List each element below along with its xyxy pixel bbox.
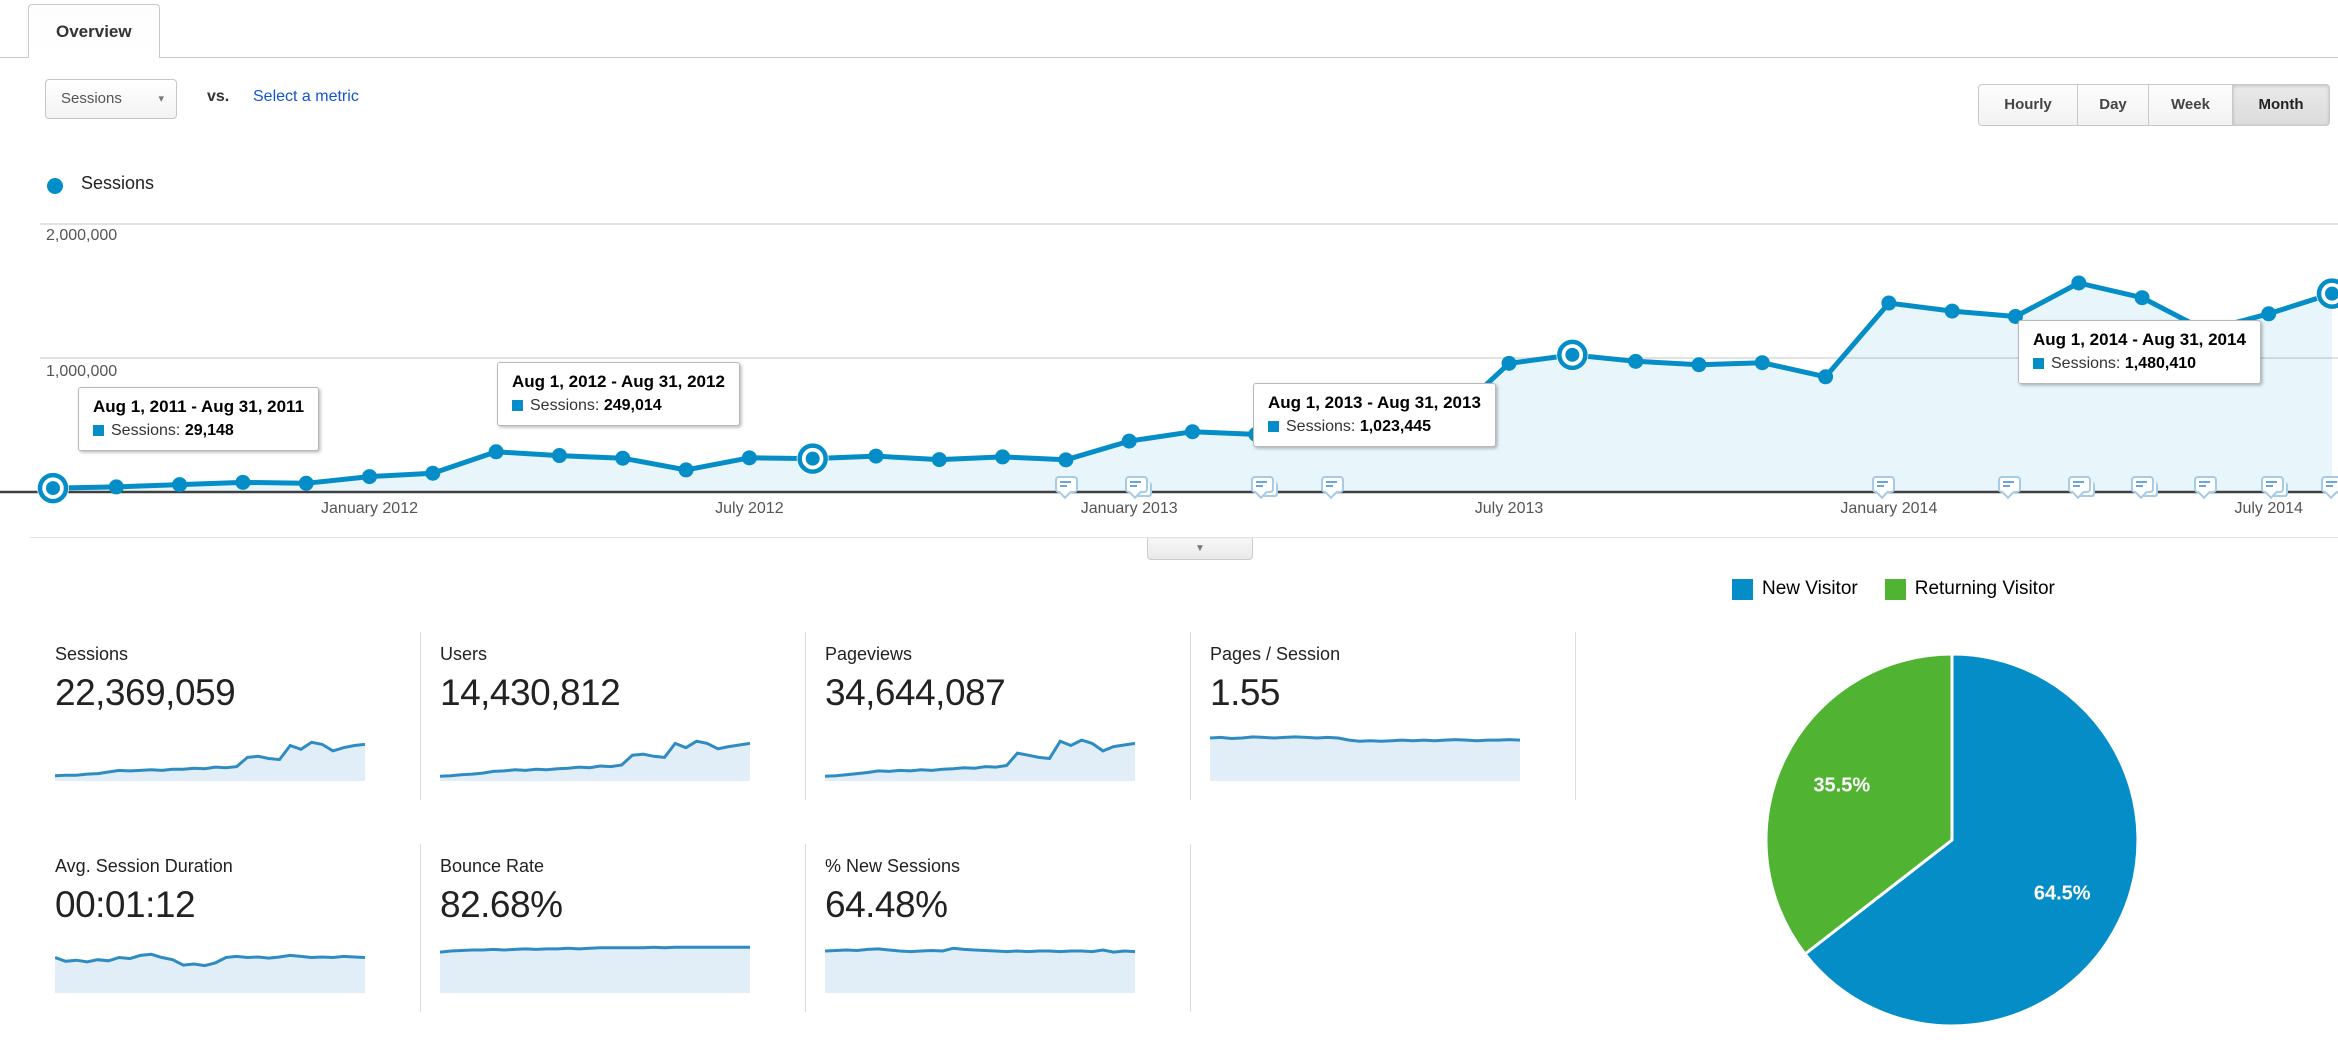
month-button[interactable]: Month [2232, 84, 2330, 126]
metric-selector-label: Sessions [61, 90, 122, 107]
week-button[interactable]: Week [2148, 84, 2233, 126]
chart-bottom-divider [30, 537, 2338, 538]
returning-visitor-swatch-icon [1884, 578, 1906, 600]
x-axis-tick: July 2014 [2234, 500, 2303, 517]
scorecard-title: % New Sessions [825, 856, 961, 876]
scorecard-value: 14,430,812 [440, 672, 621, 713]
hourly-button[interactable]: Hourly [1978, 84, 2078, 126]
scorecard-value: 22,369,059 [55, 672, 236, 713]
annotations-drawer-toggle[interactable]: ▼ [1147, 538, 1253, 560]
scorecard-title: Pageviews [825, 644, 913, 664]
pct-new-sessions-sparkline [825, 946, 1135, 993]
card-divider [805, 632, 806, 800]
annotation-flag-icon[interactable] [2067, 476, 2091, 500]
dropdown-arrow-icon: ▾ [158, 93, 164, 105]
chart-tooltip-aug-2011: Aug 1, 2011 - Aug 31, 2011 Sessions: 29,… [78, 387, 320, 451]
annotation-flag-icon[interactable] [1998, 476, 2022, 500]
scorecard-value: 82.68% [440, 884, 563, 925]
tab-bar-divider [0, 57, 2338, 58]
scorecard-avg-session-duration[interactable]: Avg. Session Duration 00:01:12 [35, 842, 420, 1012]
scorecard-value: 1.55 [1210, 672, 1281, 713]
scorecard-value: 64.48% [825, 884, 948, 925]
scorecard-pct-new-sessions[interactable]: % New Sessions 64.48% [805, 842, 1190, 1012]
annotation-flag-icon[interactable] [1871, 476, 1895, 500]
scorecard-title: Avg. Session Duration [55, 856, 233, 876]
tab-overview[interactable]: Overview [28, 4, 160, 58]
scorecard-pageviews[interactable]: Pageviews 34,644,087 [805, 630, 1190, 800]
scorecard-title: Users [440, 644, 488, 664]
pie-legend: New Visitor Returning Visitor [1732, 578, 2055, 600]
scorecard-pages-per-session[interactable]: Pages / Session 1.55 [1190, 630, 1575, 800]
x-axis-tick: January 2013 [1080, 500, 1178, 517]
x-axis-tick: January 2012 [321, 500, 418, 517]
pie-slice-label-returning-visitor: 35.5% [1813, 774, 1871, 797]
scorecard-value: 34,644,087 [825, 672, 1006, 713]
pie-legend-label: New Visitor [1762, 578, 1858, 599]
annotation-flag-icon[interactable] [2131, 476, 2155, 500]
bounce-rate-sparkline [440, 945, 750, 993]
new-visitor-swatch-icon [1732, 578, 1753, 600]
annotation-flag-icon[interactable] [1320, 476, 1344, 500]
x-axis-tick: January 2014 [1840, 500, 1938, 517]
card-divider [1190, 844, 1191, 1012]
users-sparkline [440, 739, 750, 781]
vs-label: vs. [207, 88, 230, 105]
metric-selector-dropdown[interactable]: Sessions ▾ [45, 79, 177, 119]
pie-slice-label-new-visitor: 64.5% [2033, 882, 2091, 905]
chart-tooltip-aug-2013: Aug 1, 2013 - Aug 31, 2013 Sessions: 1,0… [1253, 383, 1496, 447]
x-axis-tick: July 2012 [715, 500, 784, 517]
day-button[interactable]: Day [2077, 84, 2149, 126]
chart-tooltip-aug-2014: Aug 1, 2014 - Aug 31, 2014 Sessions: 1,4… [2018, 320, 2261, 384]
card-divider [1575, 632, 1576, 800]
sessions-line-chart[interactable] [0, 160, 2338, 560]
scorecard-sessions[interactable]: Sessions 22,369,059 [35, 630, 420, 800]
card-divider [420, 632, 421, 800]
annotation-flag-icon[interactable] [2321, 476, 2338, 500]
x-axis-tick: July 2013 [1474, 500, 1544, 517]
sessions-swatch-icon [2033, 358, 2044, 369]
annotation-flag-icon[interactable] [1124, 476, 1148, 500]
chart-tooltip-aug-2012: Aug 1, 2012 - Aug 31, 2012 Sessions: 249… [497, 362, 740, 426]
annotation-flag-icon[interactable] [1251, 476, 1275, 500]
annotation-flag-icon[interactable] [1054, 476, 1078, 500]
pie-legend-returning-visitor: Returning Visitor [1884, 578, 2055, 600]
pageviews-sparkline [825, 738, 1135, 781]
y-axis-tick-2m: 2,000,000 [46, 227, 118, 244]
scorecard-bounce-rate[interactable]: Bounce Rate 82.68% [420, 842, 805, 1012]
pie-legend-label: Returning Visitor [1914, 578, 2055, 599]
sessions-sparkline [55, 740, 365, 781]
avg-session-duration-sparkline [55, 952, 365, 993]
scorecard-title: Bounce Rate [440, 856, 545, 876]
pie-svg [1764, 652, 2140, 1028]
annotation-flag-icon[interactable] [2194, 476, 2218, 500]
pie-legend-new-visitor: New Visitor [1732, 578, 1858, 600]
select-metric-link[interactable]: Select a metric [253, 88, 359, 105]
visitor-type-pie-chart[interactable]: 64.5% 35.5% [1740, 628, 2164, 1052]
annotation-flag-icon[interactable] [2260, 476, 2284, 500]
pages-per-session-sparkline [1210, 735, 1520, 781]
scorecard-title: Pages / Session [1210, 644, 1341, 664]
sessions-swatch-icon [1268, 421, 1279, 432]
sessions-legend-dot-icon [47, 178, 63, 194]
card-divider [1190, 632, 1191, 800]
scorecard-users[interactable]: Users 14,430,812 [420, 630, 805, 800]
scorecard-title: Sessions [55, 644, 129, 664]
scorecard-value: 00:01:12 [55, 884, 196, 925]
sessions-swatch-icon [93, 425, 104, 436]
sessions-swatch-icon [512, 400, 523, 411]
card-divider [420, 844, 421, 1012]
granularity-button-group: Hourly Day Week Month [1978, 84, 2330, 126]
y-axis-tick-1m: 1,000,000 [46, 363, 118, 380]
card-divider [805, 844, 806, 1012]
sessions-legend-label: Sessions [81, 173, 155, 193]
chevron-down-icon: ▼ [1195, 543, 1205, 554]
